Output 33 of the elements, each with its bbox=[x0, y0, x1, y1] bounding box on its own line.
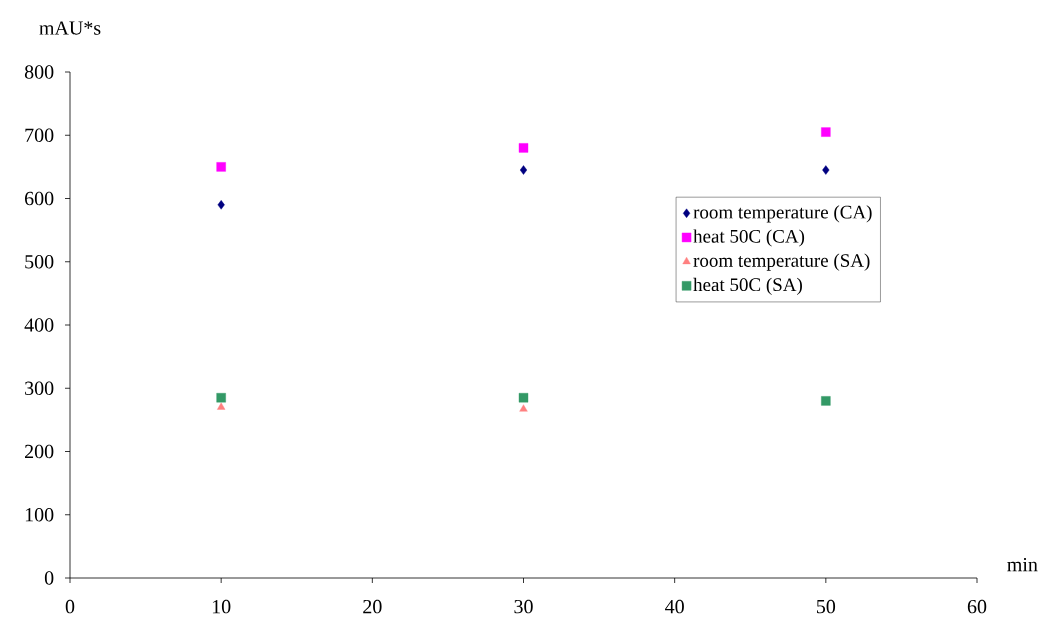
point bbox=[217, 200, 225, 210]
y-tick-label: 600 bbox=[25, 191, 54, 206]
point bbox=[822, 165, 830, 175]
point bbox=[217, 402, 226, 410]
legend-label: heat 50C (SA) bbox=[693, 277, 802, 295]
x-tick-label: 40 bbox=[665, 599, 684, 614]
point bbox=[518, 143, 529, 153]
x-tick-label: 60 bbox=[967, 599, 987, 614]
point bbox=[518, 393, 529, 403]
y-tick-label: 800 bbox=[24, 65, 54, 79]
y-tick-label: 0 bbox=[44, 571, 54, 585]
x-tick-label: 50 bbox=[817, 599, 836, 614]
y-tick-label: 400 bbox=[24, 318, 54, 332]
y-tick-label: 100 bbox=[25, 508, 54, 522]
legend-label: room temperature (SA) bbox=[693, 253, 870, 271]
point bbox=[821, 127, 831, 137]
x-tick-label: 0 bbox=[65, 599, 75, 614]
legend-label: heat 50C (CA) bbox=[693, 229, 805, 247]
y-tick-label: 500 bbox=[25, 255, 54, 269]
x-tick-label: 20 bbox=[363, 599, 382, 614]
point bbox=[519, 404, 528, 412]
point bbox=[821, 396, 831, 406]
x-tick-label: 10 bbox=[212, 599, 231, 614]
x-tick-label: 30 bbox=[514, 599, 533, 614]
y-axis-title: mAU*s bbox=[39, 21, 101, 35]
point bbox=[216, 162, 226, 172]
point bbox=[519, 165, 528, 175]
legend-label: room temperature (CA) bbox=[693, 205, 872, 223]
y-tick-label: 300 bbox=[25, 381, 54, 395]
y-tick-label: 200 bbox=[25, 444, 54, 459]
point bbox=[216, 393, 226, 403]
y-tick-label: 700 bbox=[25, 128, 54, 142]
x-axis-title: min bbox=[1007, 557, 1038, 572]
